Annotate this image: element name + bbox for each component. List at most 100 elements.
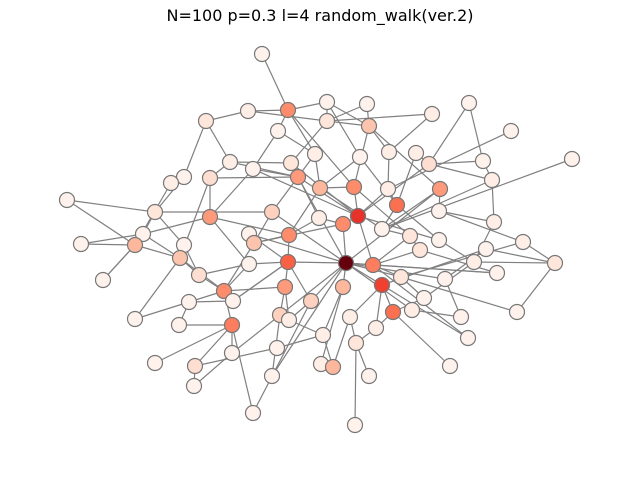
graph-node	[341, 308, 359, 326]
edge	[392, 311, 451, 367]
graph-node	[302, 292, 320, 310]
graph-node	[268, 339, 286, 357]
edge	[261, 53, 289, 111]
graph-node	[373, 276, 391, 294]
graph-node	[373, 220, 391, 238]
graph-node	[345, 178, 363, 196]
graph-node	[239, 102, 257, 120]
edge	[516, 262, 556, 313]
graph-node	[197, 112, 215, 130]
graph-node	[360, 367, 378, 385]
edge	[310, 262, 347, 302]
graph-node	[441, 357, 459, 375]
graph-node	[126, 310, 144, 328]
edge	[134, 290, 225, 320]
graph-node	[282, 154, 300, 172]
edge	[209, 216, 250, 265]
edge	[194, 324, 233, 367]
graph-node	[474, 152, 492, 170]
edge	[357, 215, 440, 241]
graph-node	[58, 191, 76, 209]
graph-node	[244, 404, 262, 422]
graph-node	[306, 145, 324, 163]
edge	[326, 113, 433, 122]
graph-node	[392, 268, 410, 286]
graph-node	[263, 367, 281, 385]
edge	[66, 199, 156, 213]
graph-node	[94, 271, 112, 289]
edge	[438, 210, 524, 243]
graph-node	[460, 94, 478, 112]
graph-node	[186, 357, 204, 375]
edge	[388, 113, 433, 153]
graph-node	[563, 150, 581, 168]
graph-node	[546, 254, 564, 272]
edge	[319, 187, 383, 230]
edge	[252, 168, 359, 217]
graph-node	[358, 95, 376, 113]
edge	[198, 263, 250, 276]
edge	[396, 152, 417, 206]
graph-node	[224, 292, 242, 310]
edge	[353, 186, 411, 237]
edge	[444, 248, 487, 280]
edge	[134, 257, 181, 320]
graph-node	[279, 101, 297, 119]
graph-node	[334, 215, 352, 233]
graph-node	[215, 282, 233, 300]
edge	[428, 160, 484, 165]
graph-node	[459, 329, 477, 347]
graph-node	[401, 227, 419, 245]
edge	[473, 261, 556, 264]
edge	[183, 120, 207, 178]
edge	[419, 249, 498, 274]
edge	[345, 262, 446, 280]
edge	[359, 156, 398, 206]
graph-node	[431, 180, 449, 198]
graph-node	[452, 308, 470, 326]
edge	[381, 188, 441, 230]
graph-node	[240, 255, 258, 273]
graph-node	[223, 316, 241, 334]
graph-node	[430, 231, 448, 249]
graph-node	[379, 180, 397, 198]
edge	[287, 109, 355, 188]
graph-node	[349, 207, 367, 225]
graph-node	[146, 354, 164, 372]
graph-node	[403, 301, 421, 319]
edge	[428, 163, 493, 181]
graph-node	[334, 278, 352, 296]
graph-node	[502, 122, 520, 140]
graph-node	[263, 203, 281, 221]
edge	[357, 215, 374, 266]
edge	[271, 211, 347, 264]
graph-node	[244, 160, 262, 178]
edge	[229, 161, 292, 164]
graph-node	[423, 105, 441, 123]
graph-node	[201, 208, 219, 226]
edge	[193, 352, 233, 387]
edge	[232, 261, 289, 302]
graph-node	[346, 416, 364, 434]
graph-node	[324, 358, 342, 376]
edge	[252, 300, 312, 414]
graph-node	[411, 241, 429, 259]
graph-node	[279, 253, 297, 271]
edge	[332, 316, 351, 368]
graph-node	[311, 179, 329, 197]
graph-node	[347, 334, 365, 352]
graph-node	[289, 168, 307, 186]
edge	[428, 102, 470, 165]
edge	[396, 204, 440, 241]
graph-node	[514, 233, 532, 251]
graph-node	[318, 93, 336, 111]
graph-node	[465, 253, 483, 271]
graph-node	[126, 236, 144, 254]
edge	[223, 242, 255, 292]
graph-node	[146, 203, 164, 221]
graph-node	[415, 289, 433, 307]
graph-node	[407, 144, 425, 162]
graph-node	[488, 264, 506, 282]
edge	[287, 261, 347, 264]
